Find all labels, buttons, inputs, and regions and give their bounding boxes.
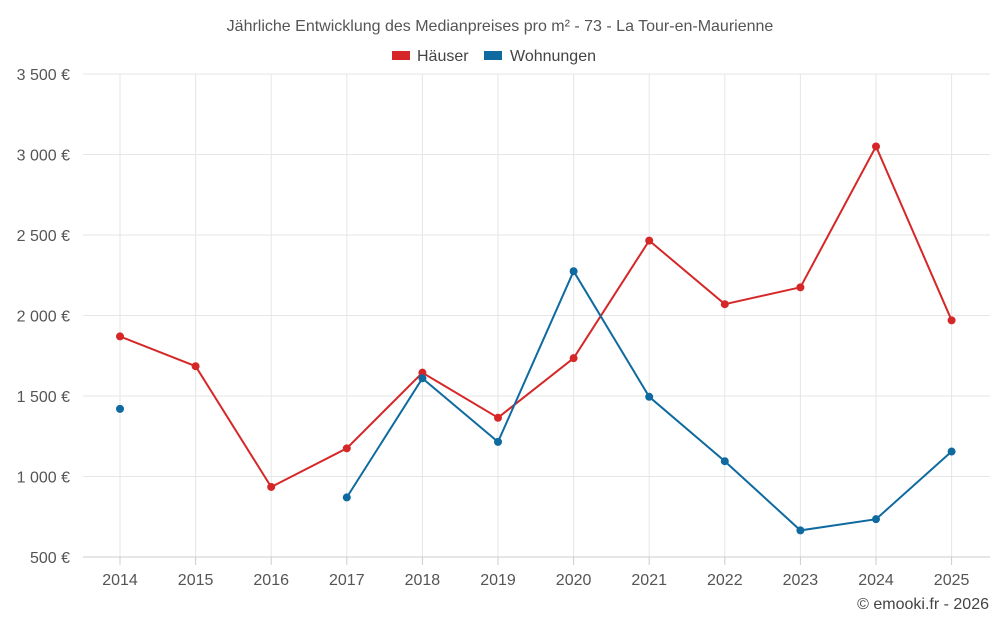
data-point-wohnungen [418, 374, 427, 383]
legend-label-hauser: Häuser [417, 48, 469, 65]
data-point-wohnungen [569, 267, 578, 276]
legend-item-wohnungen[interactable]: Wohnungen [484, 48, 596, 65]
x-tick-label: 2019 [480, 572, 516, 589]
data-point-hauser [872, 142, 880, 151]
data-point-wohnungen [872, 515, 880, 524]
x-tick-label: 2015 [178, 572, 214, 589]
x-axis-ticks: 2014 2015 2016 2017 2018 2019 2020 2021 2022 2023… [102, 557, 969, 589]
data-point-hauser [116, 332, 124, 341]
y-tick-label: 3 500 € [17, 67, 70, 84]
x-tick-label: 2016 [253, 572, 289, 589]
y-tick-label: 2 500 € [17, 228, 70, 245]
series-line-hauser [119, 144, 953, 489]
y-tick-label: 1 500 € [17, 389, 70, 406]
y-axis-ticks: 500 € 1 000 € 1 500 € 2 000 € 2 500 € 3 000 €… [17, 67, 70, 567]
series-hauser [116, 142, 956, 491]
data-point-wohnungen [796, 526, 805, 535]
data-point-hauser [342, 444, 351, 453]
series [116, 142, 956, 535]
data-point-hauser [267, 482, 276, 491]
data-point-hauser [645, 236, 654, 245]
legend-swatch-wohnungen [484, 51, 502, 60]
x-tick-label: 2018 [405, 572, 441, 589]
x-tick-label: 2023 [783, 572, 819, 589]
data-point-hauser [191, 362, 200, 371]
x-tick-label: 2024 [858, 572, 894, 589]
x-tick-label: 2022 [707, 572, 743, 589]
copyright-notice: © emooki.fr - 2026 [857, 596, 989, 613]
series-wohnungen [116, 267, 956, 535]
data-point-hauser [796, 283, 805, 292]
x-tick-label: 2021 [631, 572, 667, 589]
x-tick-label: 2017 [329, 572, 365, 589]
legend: Häuser Wohnungen [392, 48, 596, 65]
data-point-wohnungen [342, 493, 351, 502]
x-tick-label: 2014 [102, 572, 138, 589]
data-point-wohnungen [720, 457, 729, 466]
data-point-hauser [494, 413, 502, 422]
legend-label-wohnungen: Wohnungen [510, 48, 596, 65]
data-point-hauser [569, 354, 578, 363]
data-point-wohnungen [494, 437, 502, 446]
data-point-hauser [418, 368, 427, 377]
data-point-wohnungen [645, 392, 654, 401]
chart-title: Jährliche Entwicklung des Medianpreises … [227, 18, 774, 35]
y-tick-label: 1 000 € [17, 470, 70, 487]
data-point-hauser [720, 300, 729, 309]
data-point-wohnungen [947, 447, 956, 456]
data-point-hauser [947, 316, 956, 325]
legend-item-hauser[interactable]: Häuser [392, 48, 469, 65]
y-tick-label: 3 000 € [17, 148, 70, 165]
x-tick-label: 2025 [934, 572, 970, 589]
y-tick-label: 2 000 € [17, 309, 70, 326]
x-tick-label: 2020 [556, 572, 592, 589]
legend-swatch-hauser [392, 51, 410, 60]
data-point-wohnungen [116, 404, 124, 413]
grid [83, 73, 990, 558]
y-tick-label: 500 € [30, 550, 70, 567]
